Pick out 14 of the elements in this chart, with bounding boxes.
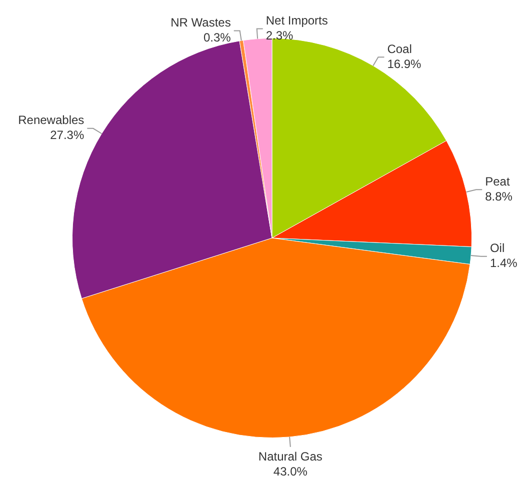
data-label: 0.3% bbox=[203, 30, 232, 45]
slice-label: Coal bbox=[387, 42, 412, 56]
data-label: 43.0% bbox=[273, 464, 308, 478]
data-label: 8.8% bbox=[485, 189, 513, 204]
data-label: 2.3% bbox=[266, 28, 294, 43]
slice-label: NR Wastes bbox=[170, 16, 231, 30]
data-label: 1.4% bbox=[490, 256, 518, 270]
slice-label: Net Imports bbox=[266, 14, 328, 28]
data-label: 27.3% bbox=[50, 128, 84, 142]
slice-label: Renewables bbox=[18, 113, 84, 128]
slice-label: Oil bbox=[490, 241, 505, 256]
slice-label: Natural Gas bbox=[258, 449, 322, 464]
slice-label: Peat bbox=[485, 174, 510, 188]
data-label: 16.9% bbox=[387, 56, 422, 71]
